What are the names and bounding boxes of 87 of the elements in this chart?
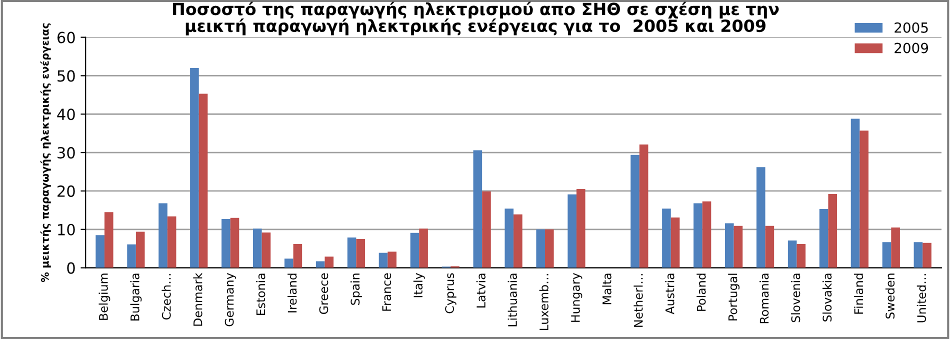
bar: [127, 244, 136, 268]
bar: [514, 214, 522, 268]
x-tick-label: France: [382, 273, 392, 311]
bar: [482, 191, 491, 268]
x-tick-label: Greece: [319, 273, 328, 314]
bar: [819, 209, 828, 268]
bar: [568, 194, 576, 268]
bar: [702, 201, 712, 268]
chart-title: Ποσοστό της παραγωγής ηλεκτρισμού απο ΣΗΘ σε σχέση με την μεικτή παραγωγή ηλεκτρικής ενέργειας για το 2005 και 2009: [172, 2, 779, 36]
x-tick-label: Bulgaria: [130, 274, 142, 320]
bar: [734, 226, 743, 268]
x-tick-label: Germany: [224, 273, 236, 326]
x-tick-label: Romania: [760, 274, 769, 324]
x-tick-label: Spain: [350, 274, 362, 305]
x-tick-label: Finland: [854, 274, 864, 314]
bar: [378, 252, 388, 268]
bar: [670, 217, 680, 268]
bar: [190, 68, 199, 268]
bar: [347, 237, 356, 268]
y-tick-label: 60: [57, 32, 75, 44]
bar: [410, 232, 420, 268]
bar: [860, 130, 868, 268]
x-tick-label: Slovakia: [822, 274, 832, 322]
bar: [756, 167, 766, 268]
bar: [545, 229, 554, 268]
bar: [230, 218, 240, 268]
x-tick-label: Lithuania: [508, 274, 517, 326]
x-tick-label: Malta: [602, 274, 612, 304]
bar: [504, 208, 514, 268]
bar: [167, 216, 176, 268]
bar: [662, 208, 671, 268]
bar: [536, 229, 546, 268]
legend-label: 2005: [894, 22, 928, 33]
bar: [576, 189, 586, 268]
bar: [356, 238, 366, 268]
bar: [252, 228, 262, 268]
x-tick-label: Denmark: [193, 272, 202, 326]
y-tick-label: 40: [57, 108, 75, 120]
bar: [473, 150, 482, 268]
y-tick-label: 20: [58, 185, 75, 197]
x-tick-label: Estonia: [256, 274, 266, 315]
x-tick-label: Belgium: [98, 274, 110, 320]
x-tick-label: Cyprus: [445, 273, 456, 314]
bar: [788, 240, 797, 268]
y-tick-label: 30: [58, 147, 75, 159]
bar: [630, 154, 640, 268]
bar: [922, 242, 932, 268]
x-tick-label: Hungary: [571, 273, 582, 322]
x-tick-label: Italy: [413, 273, 425, 298]
bar: [158, 203, 168, 268]
y-tick-label: 0: [67, 262, 75, 274]
x-tick-label: Luxemb…: [539, 274, 548, 330]
bar: [914, 242, 923, 268]
bar: [262, 232, 271, 268]
bar: [694, 203, 702, 268]
bar: [104, 212, 114, 268]
bar: [324, 256, 334, 268]
bar: [419, 228, 428, 268]
bar: [796, 244, 806, 268]
x-tick-label: Austria: [665, 274, 674, 314]
bar: [828, 194, 838, 268]
y-tick-label: 50: [58, 70, 75, 82]
x-tick-label: Netherl…: [634, 274, 643, 327]
x-tick-label: Sweden: [885, 274, 895, 319]
y-tick-label: 10: [58, 224, 75, 236]
bar: [765, 226, 774, 268]
bar: [639, 144, 648, 268]
bar: [96, 235, 104, 268]
bar: [388, 252, 396, 268]
x-tick-label: Ireland: [288, 274, 297, 312]
bar: [725, 223, 734, 268]
legend-label: 2009: [894, 42, 928, 54]
x-tick-label: Portugal: [728, 274, 740, 320]
x-tick-label: Czech…: [162, 274, 171, 320]
x-tick-label: Poland: [696, 274, 706, 311]
x-tick-label: Slovenia: [791, 274, 800, 322]
y-axis-title: % μεικτής παραγωγής ηλεκτρικής ενέργειας: [40, 23, 51, 282]
bar: [136, 232, 145, 268]
bar: [293, 244, 302, 268]
x-tick-label: United…: [916, 274, 926, 322]
bar: [284, 258, 294, 268]
bar: [850, 118, 860, 268]
bar: [882, 242, 892, 268]
x-tick-label: Latvia: [476, 274, 486, 308]
bar: [891, 227, 900, 268]
bar: [198, 94, 208, 268]
bar: [222, 219, 230, 268]
